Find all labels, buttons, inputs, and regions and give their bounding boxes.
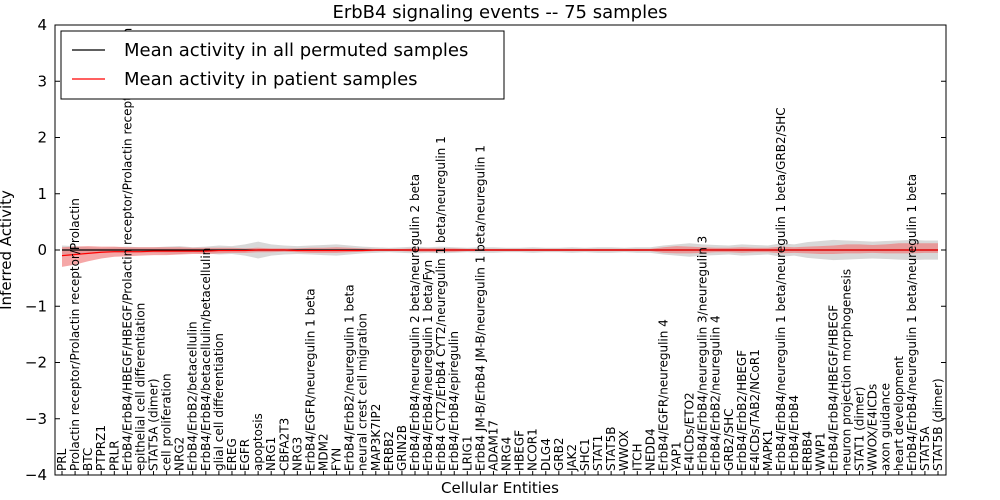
category-label: SHC1 (578, 438, 592, 471)
y-tick-label: −1 (25, 297, 47, 315)
patient-band (62, 243, 938, 267)
y-tick-label: 1 (37, 185, 47, 203)
category-label: glial cell differentiation (212, 333, 226, 471)
category-label: GRB2 (552, 437, 566, 471)
category-label: ErbB4/ErbB4/neuregulin 3/neuregulin 3 (696, 236, 710, 471)
category-label: WWOX (617, 430, 631, 471)
category-label: ErbB4/ErbB4/HBEGF/HBEGF (826, 305, 840, 471)
category-label: GRIN2B (395, 425, 409, 471)
category-label: MAP3K7IP2 (369, 404, 383, 471)
category-label: NEDD4 (643, 428, 657, 471)
y-tick-label: −3 (25, 410, 47, 428)
category-label: ERBB2 (382, 431, 396, 471)
y-tick-label: 4 (37, 16, 47, 34)
category-label: HBEGF (513, 430, 527, 471)
category-label: ERBB4 (800, 431, 814, 471)
category-label: E4ICDs/ETO2 (683, 392, 697, 471)
category-label: EGFR (238, 439, 252, 471)
category-label: ErbB4/ErbB4 (787, 395, 801, 471)
category-label: ErbB4/EGFR/neuregulin 4 (656, 319, 670, 471)
category-label: cell proliferation (160, 373, 174, 471)
category-label: NRG4 (500, 437, 514, 471)
category-label: STAT5B (dimer) (931, 378, 945, 471)
plot-area (61, 239, 939, 475)
category-label: heart development (892, 356, 906, 471)
category-labels: PRL Prolactin receptor/Prolactin receptor… (55, 28, 945, 472)
category-label: NRG1 (264, 437, 278, 471)
category-label: neural crest cell migration (356, 313, 370, 471)
category-label: ErbB4/ErbB2/neuregulin 4 (709, 315, 723, 471)
y-tick-label: −4 (25, 466, 47, 484)
category-label: apoptosis (251, 413, 265, 471)
category-label: epithelial cell differentiation (133, 303, 147, 471)
category-label: ErbB4/ErbB2/betacellulin (186, 321, 200, 471)
category-label: STAT1 (dimer) (853, 387, 867, 471)
category-label: ErbB4/ErbB4/epiregulin (447, 331, 461, 471)
chart-title: ErbB4 signaling events -- 75 samples (332, 2, 667, 23)
category-label: MDM2 (316, 433, 330, 471)
y-tick-label: −2 (25, 354, 47, 372)
category-label: ErbB4/ErbB2/neuregulin 1 beta (343, 284, 357, 471)
category-label: WWOX/E4ICDs (866, 384, 880, 471)
category-label: PTPRZ1 (94, 425, 108, 471)
category-label: ErbB4 CYT2/ErbB4 CYT2/neuregulin 1 beta/… (434, 136, 448, 471)
y-tick-label: 3 (37, 72, 47, 90)
legend: Mean activity in all permuted samples Me… (60, 30, 505, 100)
category-label: ErbB4/ErbB4/neuregulin 1 beta/neuregulin… (774, 107, 788, 471)
category-label: ErbB4 JM-B/ErbB4 JM-B/neuregulin 1 beta/… (473, 145, 487, 471)
category-label: ErbB4/EGFR/neuregulin 1 beta (303, 288, 317, 471)
y-tick-label: 0 (37, 241, 47, 259)
legend-label-permuted: Mean activity in all permuted samples (124, 40, 468, 61)
category-label: NCOR1 (526, 428, 540, 471)
category-label: STAT1 (591, 435, 605, 471)
patient-mean-line (61, 249, 938, 257)
category-label: ErbB4/ErbB4/neuregulin 1 beta/Fyn (421, 260, 435, 471)
legend-box (60, 30, 505, 100)
category-label: LRIG1 (460, 436, 474, 472)
category-label: ITCH (630, 443, 644, 471)
category-label: STAT5A (dimer) (147, 378, 161, 471)
category-label: ErbB4/ErbB4/neuregulin 2 beta/neuregulin… (408, 174, 422, 471)
category-label: Prolactin receptor/Prolactin receptor/Pr… (68, 198, 82, 471)
category-label: DLG4 (539, 438, 553, 471)
category-label: E4ICDs/TAB2/NCoR1 (748, 349, 762, 471)
category-label: WWP1 (813, 432, 827, 471)
category-label: BTC (81, 448, 95, 471)
category-label: ErbB4/ErbB4/HBEGF/HBEGF/Prolactin recept… (120, 28, 134, 471)
category-label: ErbB4/ErbB2/HBEGF (735, 350, 749, 471)
category-label: GRB2/SHC (722, 408, 736, 471)
category-label: YAP1 (670, 442, 684, 472)
category-label: ErbB4/ErbB4/neuregulin 1 beta/neuregulin… (905, 174, 919, 471)
y-tick-label: 2 (37, 129, 47, 147)
category-label: neuron projection morphogenesis (839, 269, 853, 471)
plot-frame (54, 24, 947, 476)
legend-label-patient: Mean activity in patient samples (124, 69, 418, 90)
category-label: STAT5B (604, 427, 618, 472)
category-label: FYN (330, 448, 344, 471)
category-label: JAK2 (565, 444, 579, 472)
category-label: PRL (55, 448, 69, 471)
x-axis-label: Cellular Entities (441, 479, 559, 497)
category-label: PRLR (107, 440, 121, 471)
y-axis-label: Inferred Activity (0, 190, 15, 310)
category-label: EREG (225, 438, 239, 471)
category-label: axon guidance (879, 383, 893, 471)
category-label: CBFA2T3 (277, 418, 291, 471)
category-label: MAPK1 (761, 430, 775, 471)
category-label: NRG2 (173, 437, 187, 471)
category-label: STAT5A (918, 426, 932, 471)
category-label: NRG3 (290, 437, 304, 471)
y-axis-ticks: −4 −3 −2 −1 0 1 2 3 4 (25, 16, 946, 484)
category-label: ADAM17 (486, 420, 500, 471)
category-label: ErbB4/ErbB4/betacellulin/betacellulin (199, 248, 213, 471)
